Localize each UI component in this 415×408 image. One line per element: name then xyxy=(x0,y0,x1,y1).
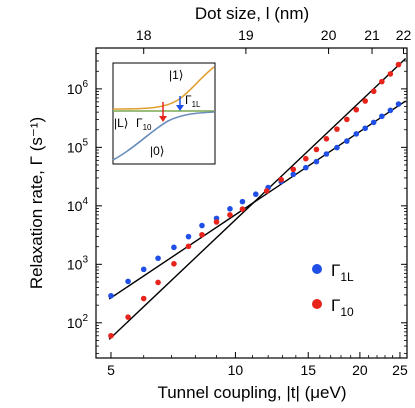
data-point-series-1 xyxy=(379,78,385,85)
legend-marker-gamma-10 xyxy=(312,299,322,309)
data-point-series-1 xyxy=(370,88,377,95)
data-point-series-0 xyxy=(370,119,377,126)
legend: Γ1L Γ10 xyxy=(312,261,354,319)
top-axis-label: Dot size, l (nm) xyxy=(195,4,309,23)
inset-level-upper xyxy=(112,66,215,110)
fit-line-series-1 xyxy=(108,58,407,340)
data-point-series-1 xyxy=(353,106,360,113)
data-point-series-0 xyxy=(108,292,114,299)
data-point-series-0 xyxy=(239,198,246,205)
data-point-series-1 xyxy=(334,126,340,132)
inset-arrowhead-gamma-10 xyxy=(159,116,167,122)
data-point-series-0 xyxy=(334,144,340,151)
top-tick-label: 20 xyxy=(321,27,337,43)
data-point-series-1 xyxy=(387,71,394,77)
top-tick-label: 21 xyxy=(364,27,380,43)
data-point-series-0 xyxy=(185,233,192,240)
legend-marker-gamma-1l xyxy=(312,264,322,274)
inset-label-gamma-1l: Γ1L xyxy=(185,93,201,109)
x-tick-label: 15 xyxy=(300,362,316,378)
data-point-series-0 xyxy=(303,164,309,171)
data-point-series-1 xyxy=(303,155,309,162)
data-point-series-1 xyxy=(263,188,270,194)
data-point-series-0 xyxy=(395,101,402,107)
data-point-series-1 xyxy=(290,166,297,173)
data-point-series-1 xyxy=(108,332,114,339)
data-point-series-0 xyxy=(379,113,385,120)
data-point-series-0 xyxy=(227,205,233,212)
x-tick-label: 20 xyxy=(352,362,368,378)
legend-label-gamma-10: Γ10 xyxy=(331,296,354,319)
data-point-series-0 xyxy=(290,171,297,178)
data-point-series-1 xyxy=(344,116,350,123)
inset-label-state-1: |1⟩ xyxy=(169,68,183,82)
data-point-series-1 xyxy=(362,98,368,104)
inset-label-state-0: |0⟩ xyxy=(150,144,164,158)
data-point-series-0 xyxy=(362,125,368,132)
axis-ticks: 5 10 15 20 25 18 19 20 21 22 102 103 104 105 106 xyxy=(67,27,412,378)
top-tick-label: 19 xyxy=(238,27,254,43)
data-point-series-1 xyxy=(227,212,233,218)
y-tick-label: 102 xyxy=(67,313,89,331)
legend-label-gamma-1l: Γ1L xyxy=(331,261,354,284)
data-point-series-1 xyxy=(140,295,147,302)
data-point-series-0 xyxy=(199,222,205,229)
y-tick-label: 106 xyxy=(67,79,89,97)
top-tick-label: 18 xyxy=(136,27,152,43)
inset-label-state-l: |L⟩ xyxy=(114,116,128,130)
data-point-series-1 xyxy=(171,261,177,267)
data-point-series-1 xyxy=(313,146,320,153)
data-point-series-0 xyxy=(171,244,177,251)
inset-level-lower xyxy=(112,111,215,161)
data-point-series-0 xyxy=(313,158,320,165)
data-point-series-1 xyxy=(185,243,192,250)
data-point-series-0 xyxy=(353,131,360,137)
y-tick-label: 103 xyxy=(67,254,89,272)
data-point-series-0 xyxy=(155,255,161,262)
y-tick-label: 105 xyxy=(67,137,89,155)
inset-arrowhead-gamma-1l xyxy=(176,105,184,111)
data-point-series-1 xyxy=(239,206,246,212)
data-point-series-0 xyxy=(344,138,350,144)
data-point-series-0 xyxy=(140,266,147,273)
data-point-series-1 xyxy=(323,136,330,142)
data-point-series-1 xyxy=(155,279,161,286)
data-point-series-0 xyxy=(387,107,394,114)
data-point-series-0 xyxy=(323,151,330,157)
top-tick-label: 22 xyxy=(396,27,412,43)
data-point-series-0 xyxy=(125,278,131,285)
x-tick-label: 5 xyxy=(107,362,115,378)
data-point-series-1 xyxy=(213,219,220,225)
x-axis-label: Tunnel coupling, |t| (μeV) xyxy=(157,383,346,402)
data-point-series-1 xyxy=(199,231,205,238)
data-point-series-0 xyxy=(252,191,259,198)
y-tick-label: 104 xyxy=(67,196,89,214)
inset-diagram: |1⟩ |L⟩ |0⟩ Γ1L Γ10 xyxy=(112,62,216,165)
data-point-series-1 xyxy=(395,61,402,68)
data-points xyxy=(108,61,402,339)
x-tick-label: 25 xyxy=(392,362,408,378)
plot-frame xyxy=(95,47,408,359)
data-point-series-1 xyxy=(278,176,284,183)
data-point-series-1 xyxy=(125,314,131,320)
x-tick-label: 10 xyxy=(228,362,244,378)
inset-label-gamma-10: Γ10 xyxy=(136,116,152,132)
y-axis-label: Relaxation rate, Γ (s⁻¹) xyxy=(27,117,46,289)
